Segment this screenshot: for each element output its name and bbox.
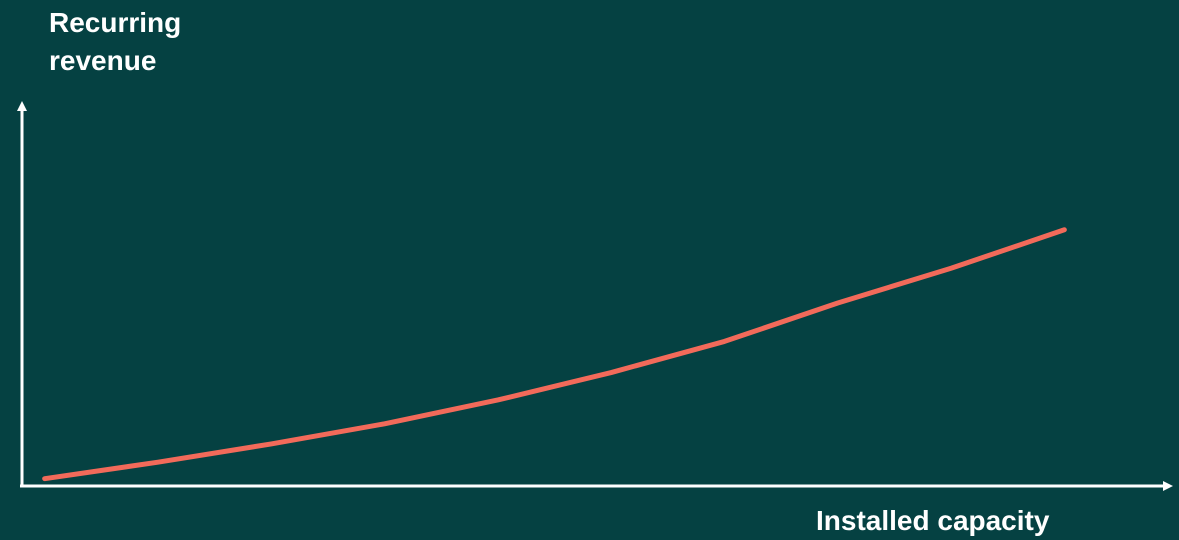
series-layer (42, 227, 1067, 482)
y-axis-title: Recurring revenue (49, 4, 249, 80)
y-axis-title-line: revenue (49, 45, 157, 76)
x-axis-title: Installed capacity (816, 505, 1050, 536)
y-axis-title-line: Recurring (49, 7, 182, 38)
series-line (42, 227, 1067, 482)
